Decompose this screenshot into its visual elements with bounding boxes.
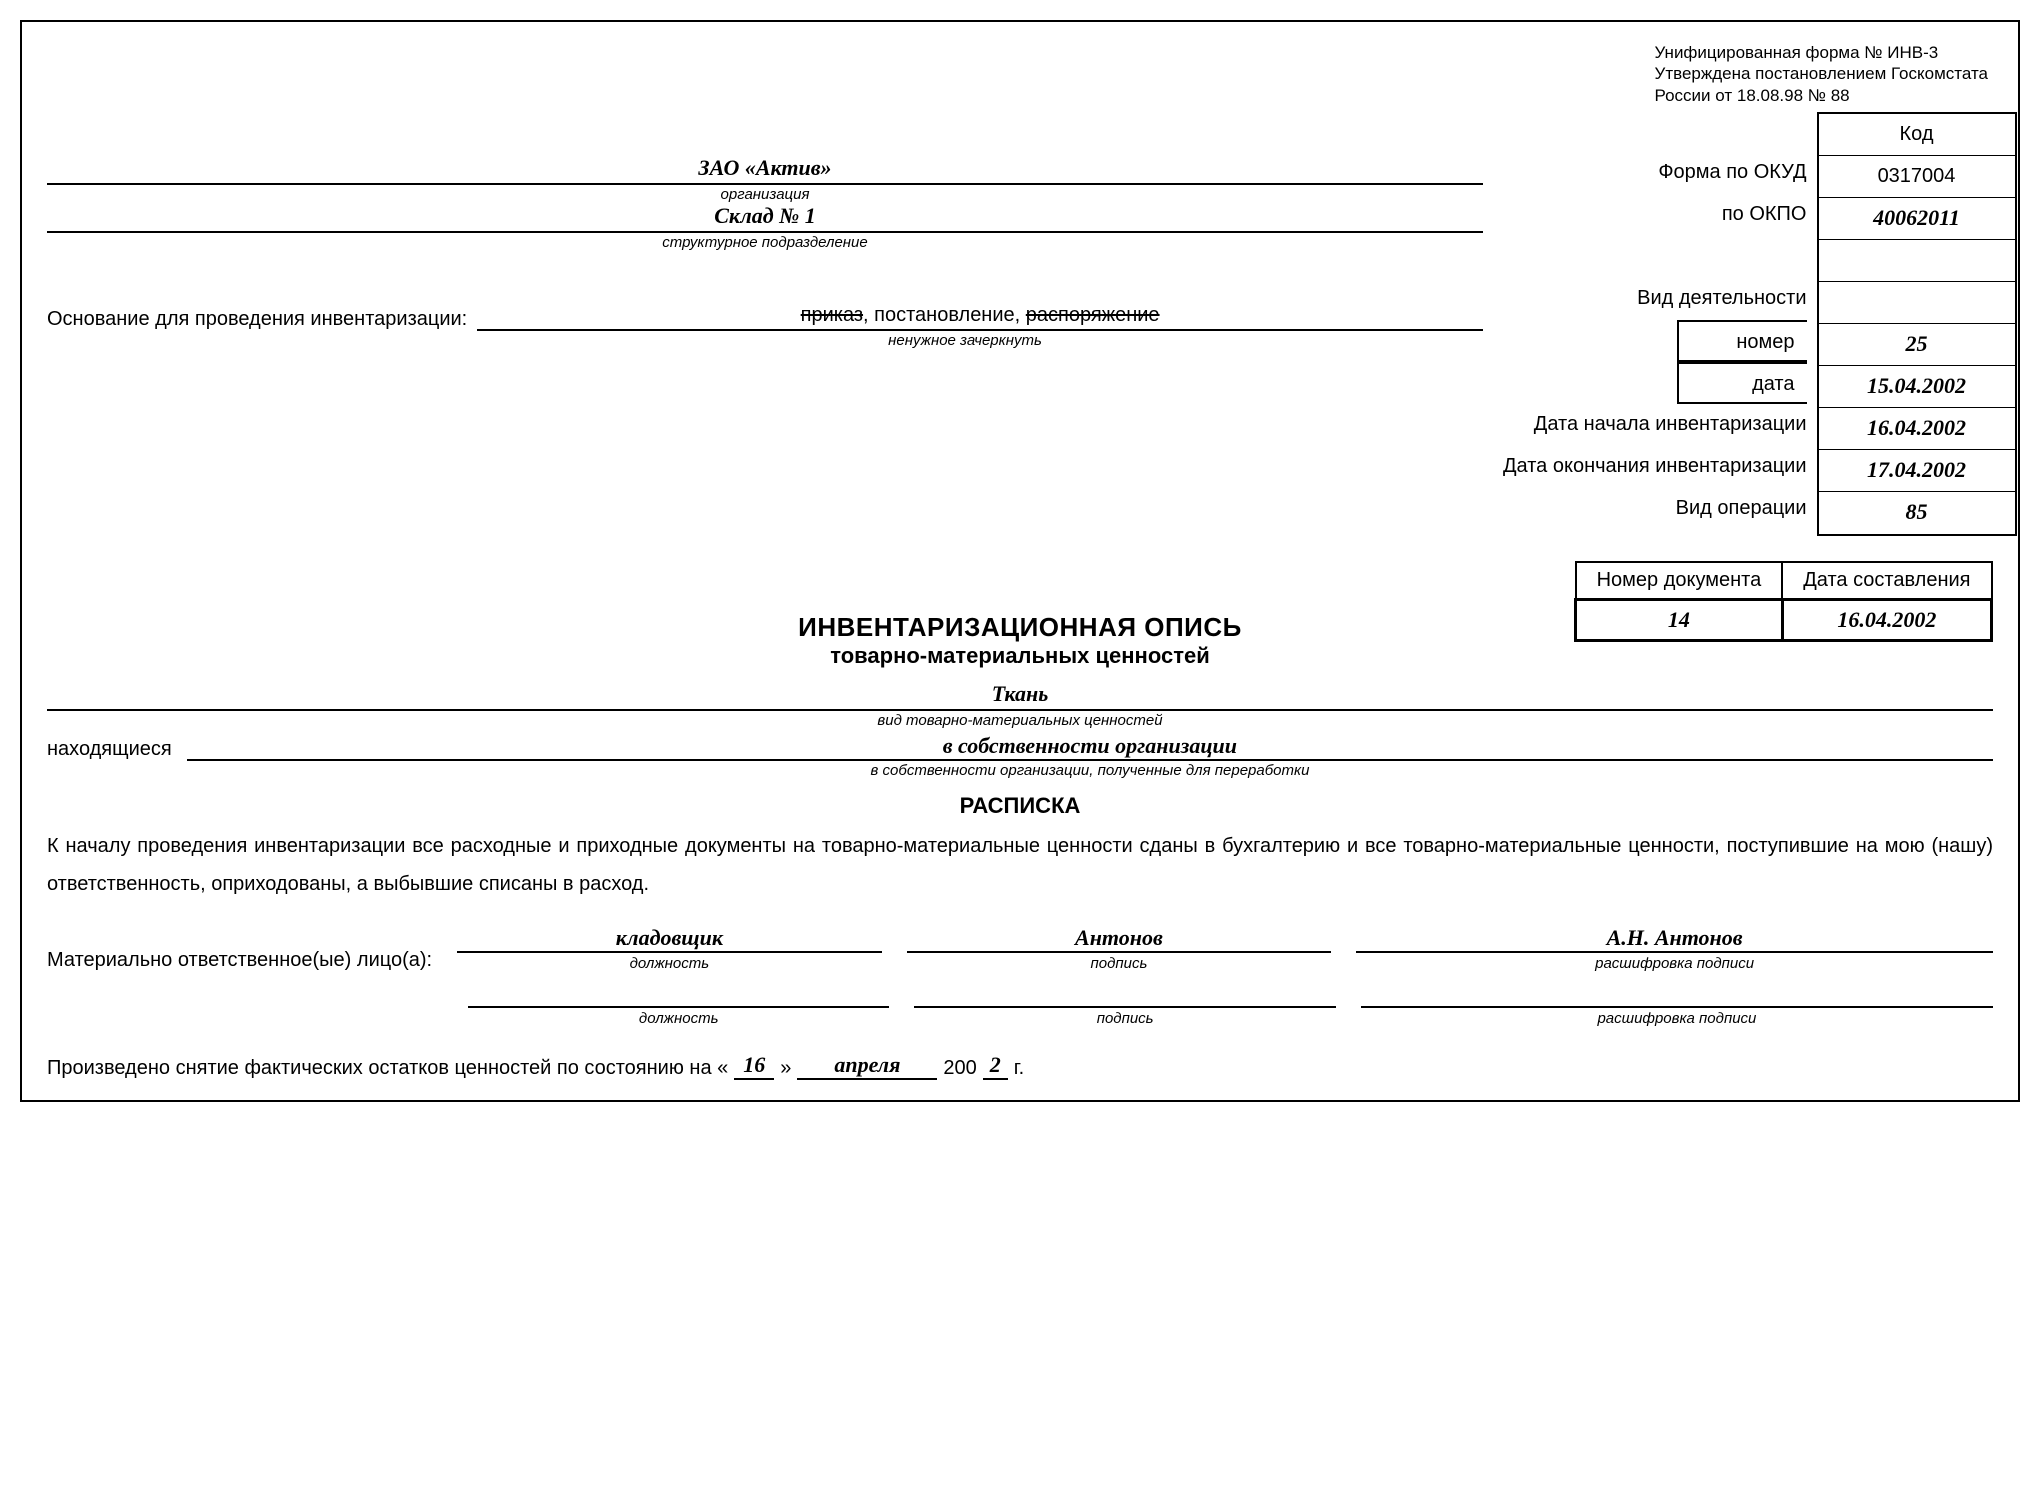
located-label: находящиеся bbox=[47, 738, 187, 761]
doc-date-value: 16.04.2002 bbox=[1782, 600, 1991, 641]
op-label: Вид операции bbox=[1503, 488, 1807, 530]
position-caption-1: должность bbox=[457, 955, 882, 972]
date-suffix: г. bbox=[1014, 1057, 1024, 1080]
org-name: ЗАО «Актив» bbox=[47, 155, 1483, 185]
goods-type: Ткань bbox=[47, 681, 1993, 711]
basis-value: приказ, постановление, распоряжение bbox=[477, 304, 1483, 331]
receipt-body: К началу проведения инвентаризации все р… bbox=[47, 827, 1993, 903]
unit-caption: структурное подразделение bbox=[47, 234, 1483, 251]
right-column: Форма по ОКУД по ОКПО Вид деятельности н… bbox=[1503, 112, 1993, 536]
header-line1: Унифицированная форма № ИНВ-3 bbox=[1655, 43, 1939, 62]
number-label: номер bbox=[1677, 320, 1807, 362]
sign2-position bbox=[468, 984, 889, 1008]
org-caption: организация bbox=[47, 186, 1483, 203]
date-value: 15.04.2002 bbox=[1819, 366, 2015, 408]
org-block: ЗАО «Актив» организация Склад № 1 структ… bbox=[47, 155, 1483, 251]
start-value: 16.04.2002 bbox=[1819, 408, 2015, 450]
sign1-signature: Антонов bbox=[907, 925, 1332, 953]
basis-caption: ненужное зачеркнуть bbox=[447, 332, 1483, 349]
label-column: Форма по ОКУД по ОКПО Вид деятельности н… bbox=[1503, 112, 1817, 536]
date-year-prefix: 200 bbox=[943, 1057, 976, 1080]
okpo-label: по ОКПО bbox=[1503, 194, 1807, 236]
activity-label: Вид деятельности bbox=[1503, 278, 1807, 320]
located-row: находящиеся в собственности организации bbox=[47, 733, 1993, 761]
left-column: ЗАО «Актив» организация Склад № 1 структ… bbox=[47, 112, 1503, 536]
doc-num-header: Номер документа bbox=[1576, 562, 1783, 600]
date-label: дата bbox=[1677, 362, 1807, 404]
goods-type-row: Ткань вид товарно-материальных ценностей bbox=[47, 681, 1993, 729]
okud-value: 0317004 bbox=[1819, 156, 2015, 198]
sign1-name: А.Н. Антонов bbox=[1356, 925, 1993, 953]
start-label: Дата начала инвентаризации bbox=[1503, 404, 1807, 446]
doc-table: Номер документа Дата составления 14 16.0… bbox=[1574, 561, 1993, 642]
doc-num-value: 14 bbox=[1576, 600, 1783, 641]
end-value: 17.04.2002 bbox=[1819, 450, 2015, 492]
code-box: Код 0317004 40062011 25 15.04.2002 16.04… bbox=[1817, 112, 2017, 536]
basis-opt-postanovlenie: постановление bbox=[874, 304, 1014, 326]
basis-row: Основание для проведения инвентаризации:… bbox=[47, 304, 1483, 331]
position-caption-2: должность bbox=[468, 1010, 889, 1027]
name-caption-2: расшифровка подписи bbox=[1361, 1010, 1993, 1027]
sign-caption-2: подпись bbox=[914, 1010, 1335, 1027]
title-sub: товарно-материальных ценностей bbox=[47, 643, 1993, 669]
activity-value bbox=[1819, 282, 2015, 324]
date-day: 16 bbox=[734, 1052, 774, 1080]
located-value: в собственности организации bbox=[187, 733, 1993, 761]
okud-label: Форма по ОКУД bbox=[1503, 152, 1807, 194]
basis-opt-prikaz: приказ bbox=[801, 304, 863, 326]
sign-caption-1: подпись bbox=[907, 955, 1332, 972]
header-note: Унифицированная форма № ИНВ-3 Утверждена… bbox=[1655, 42, 1988, 106]
blank-cell-1 bbox=[1819, 240, 2015, 282]
signature-row-1: Материально ответственное(ые) лицо(а): к… bbox=[47, 925, 1993, 972]
basis-opt-rasporyazhenie: распоряжение bbox=[1026, 304, 1160, 326]
date-line: Произведено снятие фактических остатков … bbox=[47, 1052, 1993, 1080]
date-prefix: Произведено снятие фактических остатков … bbox=[47, 1057, 728, 1080]
sign-label: Материально ответственное(ые) лицо(а): bbox=[47, 949, 432, 972]
sign2-signature bbox=[914, 984, 1335, 1008]
number-value: 25 bbox=[1819, 324, 2015, 366]
date-year-last: 2 bbox=[983, 1052, 1008, 1080]
date-mid1: » bbox=[780, 1057, 791, 1080]
date-month: апреля bbox=[797, 1052, 937, 1080]
basis-label: Основание для проведения инвентаризации: bbox=[47, 308, 477, 331]
code-column: Код 0317004 40062011 25 15.04.2002 16.04… bbox=[1817, 112, 2017, 536]
doc-date-header: Дата составления bbox=[1782, 562, 1991, 600]
header-line2: Утверждена постановлением Госкомстата bbox=[1655, 64, 1988, 83]
signature-row-2: должность подпись расшифровка подписи bbox=[47, 984, 1993, 1027]
op-value: 85 bbox=[1819, 492, 2015, 534]
name-caption-1: расшифровка подписи bbox=[1356, 955, 1993, 972]
code-header: Код bbox=[1819, 114, 2015, 156]
end-label: Дата окончания инвентаризации bbox=[1503, 446, 1807, 488]
okpo-value: 40062011 bbox=[1819, 198, 2015, 240]
top-section: ЗАО «Актив» организация Склад № 1 структ… bbox=[47, 112, 1993, 536]
form-page: Унифицированная форма № ИНВ-3 Утверждена… bbox=[20, 20, 2020, 1102]
header-line3: России от 18.08.98 № 88 bbox=[1655, 86, 1850, 105]
goods-type-caption: вид товарно-материальных ценностей bbox=[47, 712, 1993, 729]
receipt-title: РАСПИСКА bbox=[47, 793, 1993, 819]
sign2-name bbox=[1361, 984, 1993, 1008]
located-caption: в собственности организации, полученные … bbox=[187, 762, 1993, 779]
org-unit: Склад № 1 bbox=[47, 203, 1483, 233]
sign1-position: кладовщик bbox=[457, 925, 882, 953]
